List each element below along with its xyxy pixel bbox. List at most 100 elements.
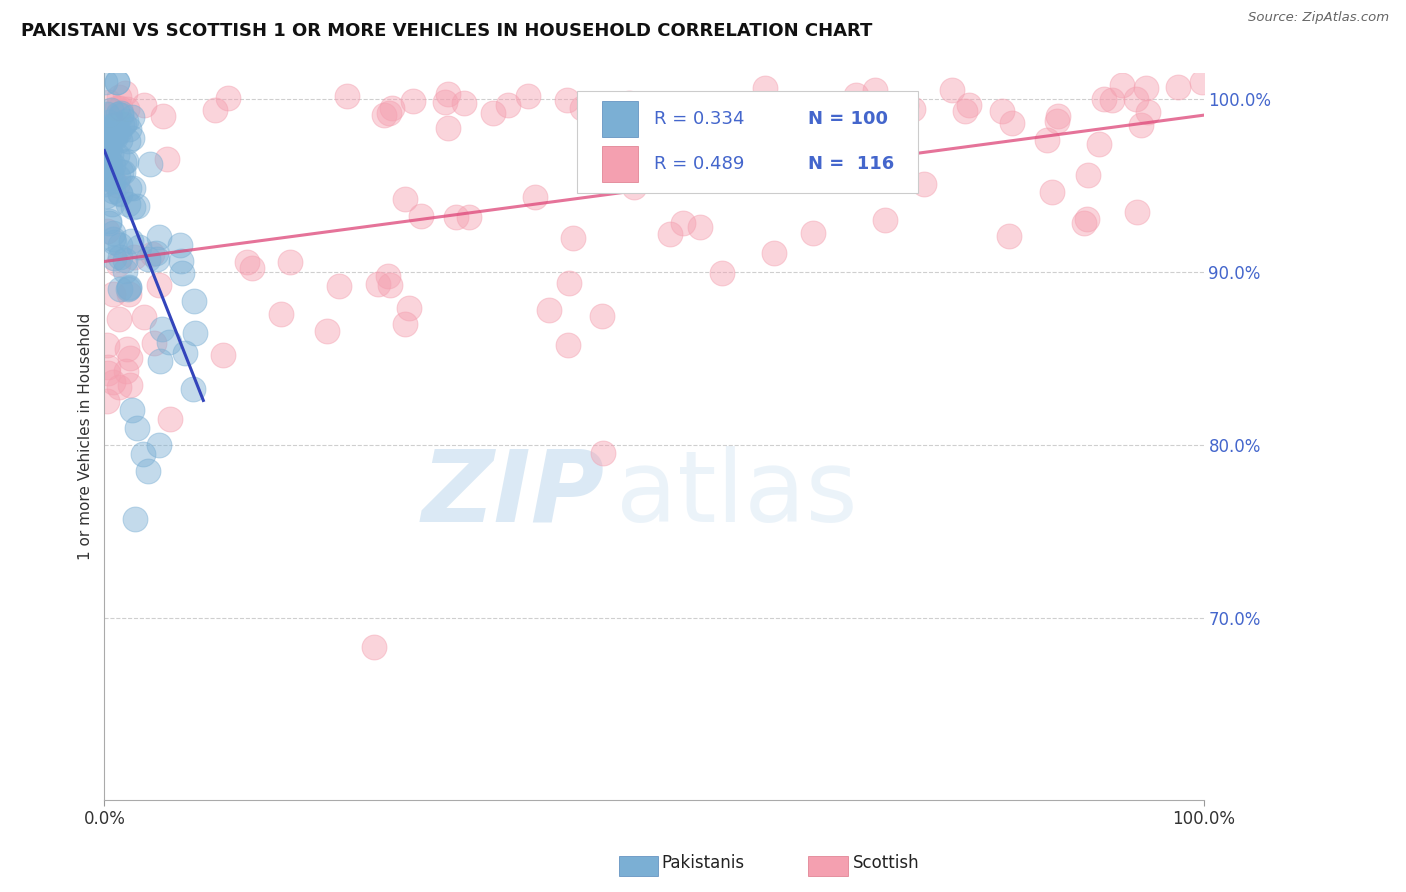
Point: [863, 82, 886, 96]
Point: [903, 102, 925, 116]
Point: [117, 134, 139, 148]
Point: [363, 640, 385, 655]
Point: [145, 245, 167, 260]
Point: [100, 103, 122, 117]
Point: [115, 364, 138, 378]
Point: [150, 322, 173, 336]
Point: [94, 189, 117, 203]
Point: [398, 301, 420, 315]
Point: [103, 129, 125, 144]
Point: [121, 130, 143, 145]
Point: [96, 337, 118, 351]
Text: R = 0.334: R = 0.334: [654, 111, 745, 128]
Point: [174, 346, 197, 360]
Point: [108, 282, 131, 296]
Point: [108, 186, 131, 200]
Point: [991, 103, 1014, 118]
Point: [650, 130, 672, 145]
Point: [108, 250, 131, 264]
Point: [103, 287, 125, 301]
Point: [437, 121, 460, 136]
Point: [97, 129, 120, 144]
Point: [117, 282, 139, 296]
Point: [97, 95, 120, 110]
Point: [1077, 168, 1099, 182]
Point: [1167, 80, 1189, 95]
Point: [115, 342, 138, 356]
FancyBboxPatch shape: [602, 102, 637, 137]
Point: [115, 154, 138, 169]
Point: [105, 75, 128, 89]
Point: [328, 279, 350, 293]
Point: [124, 512, 146, 526]
Point: [101, 232, 124, 246]
Text: Pakistanis: Pakistanis: [661, 855, 745, 872]
Point: [98, 171, 121, 186]
Point: [96, 168, 118, 182]
Point: [1125, 92, 1147, 106]
Point: [125, 199, 148, 213]
Point: [115, 114, 138, 128]
Point: [120, 378, 142, 392]
Point: [378, 278, 401, 293]
Point: [105, 148, 128, 162]
Point: [127, 420, 149, 434]
Point: [1191, 75, 1213, 89]
Point: [146, 252, 169, 267]
Point: [118, 287, 141, 301]
Point: [562, 231, 585, 245]
Point: [159, 412, 181, 426]
Point: [538, 302, 561, 317]
Point: [118, 281, 141, 295]
Point: [170, 254, 193, 268]
Point: [955, 103, 977, 118]
Point: [873, 213, 896, 227]
Point: [1101, 94, 1123, 108]
Point: [101, 376, 124, 390]
Point: [141, 246, 163, 260]
Point: [278, 255, 301, 269]
Point: [105, 125, 128, 139]
Point: [98, 136, 121, 151]
Text: N = 100: N = 100: [808, 111, 889, 128]
Point: [112, 117, 135, 131]
Point: [336, 89, 359, 103]
Point: [98, 214, 121, 228]
Point: [496, 98, 519, 112]
Point: [1073, 216, 1095, 230]
Point: [100, 147, 122, 161]
Point: [101, 184, 124, 198]
Point: [1046, 114, 1069, 128]
Point: [101, 227, 124, 241]
Point: [96, 141, 118, 155]
Point: [217, 91, 239, 105]
Point: [689, 220, 711, 235]
Point: [122, 250, 145, 264]
Point: [1087, 136, 1109, 151]
Point: [571, 101, 593, 115]
Point: [96, 126, 118, 140]
Text: Source: ZipAtlas.com: Source: ZipAtlas.com: [1249, 11, 1389, 24]
Text: R = 0.489: R = 0.489: [654, 154, 744, 173]
Point: [94, 75, 117, 89]
Point: [107, 101, 129, 115]
Point: [96, 120, 118, 135]
Point: [110, 101, 132, 115]
Point: [114, 253, 136, 268]
Point: [115, 102, 138, 116]
FancyBboxPatch shape: [602, 145, 637, 182]
Point: [108, 90, 131, 104]
Point: [557, 338, 579, 352]
Point: [103, 118, 125, 132]
Point: [458, 211, 481, 225]
Point: [517, 89, 540, 103]
Point: [96, 394, 118, 409]
Point: [97, 163, 120, 178]
Point: [1111, 78, 1133, 92]
Point: [108, 312, 131, 326]
Point: [583, 145, 606, 159]
Point: [96, 224, 118, 238]
Point: [957, 97, 980, 112]
Point: [436, 87, 458, 102]
Point: [105, 178, 128, 193]
